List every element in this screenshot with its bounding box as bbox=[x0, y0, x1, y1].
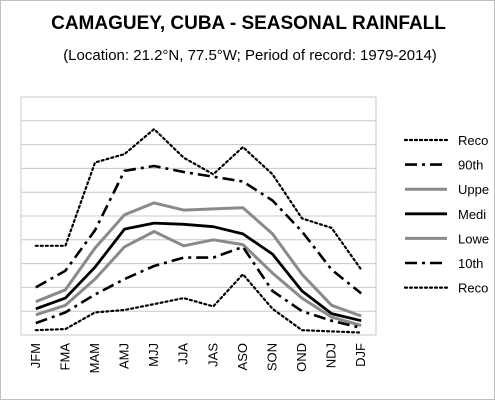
series-line-1 bbox=[34, 128, 363, 271]
series-line-5 bbox=[35, 230, 362, 327]
legend-label: Reco bbox=[458, 281, 488, 296]
legend-label: 10th bbox=[458, 256, 483, 271]
series-line-7 bbox=[34, 273, 363, 334]
x-tick-label: JAS bbox=[205, 343, 220, 367]
x-tick-label: DJF bbox=[353, 343, 368, 367]
series-line-4 bbox=[35, 221, 362, 323]
chart-title: CAMAGUEY, CUBA - SEASONAL RAINFALL bbox=[51, 13, 446, 34]
chart-subtitle: (Location: 21.2°N, 77.5°W; Period of rec… bbox=[63, 47, 437, 64]
legend-label: Lowe bbox=[458, 231, 489, 246]
x-tick-label: MAM bbox=[87, 343, 102, 373]
series-line-2 bbox=[35, 164, 363, 295]
legend-label: Medi bbox=[458, 207, 486, 222]
legend-label: Reco bbox=[458, 133, 488, 148]
x-tick-label: JJA bbox=[176, 343, 191, 365]
x-axis-labels: JFM FMA MAM AMJ MJJ JJA JAS ASO SON OND NDJ DJF bbox=[28, 343, 368, 374]
x-tick-label: MJJ bbox=[146, 343, 161, 367]
legend-label: 90th bbox=[458, 158, 483, 173]
series-line-6 bbox=[35, 245, 362, 330]
legend: Reco 90th Uppe Medi Lowe 10th Reco bbox=[403, 133, 489, 296]
x-tick-label: OND bbox=[294, 343, 309, 372]
x-tick-label: SON bbox=[264, 343, 279, 371]
series-group bbox=[34, 128, 363, 334]
x-tick-label: AMJ bbox=[117, 343, 132, 369]
gridlines bbox=[21, 96, 376, 336]
x-tick-label: NDJ bbox=[324, 343, 339, 368]
x-tick-label: ASO bbox=[235, 343, 250, 370]
series-line-3 bbox=[35, 201, 362, 318]
x-tick-label: FMA bbox=[57, 343, 72, 371]
x-tick-label: JFM bbox=[28, 343, 43, 368]
legend-label: Uppe bbox=[458, 182, 489, 197]
